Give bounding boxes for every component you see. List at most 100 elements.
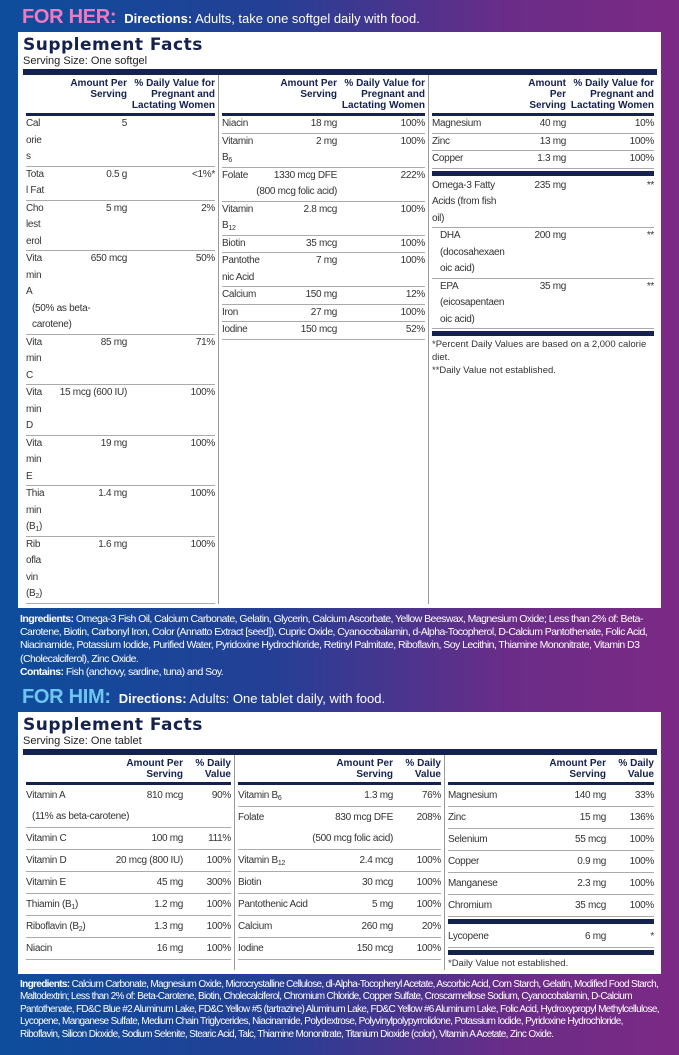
- nutrient-row: Manganese 2.3 mg 100%: [448, 873, 654, 895]
- nutrient-name-text: Folate: [238, 811, 264, 823]
- nutrient-line: Biotin 30 mcg 100%: [238, 872, 441, 893]
- nutrient-name-text: Folate: [222, 169, 248, 181]
- nutrient-name: Calcium: [238, 916, 317, 937]
- header-line: Amount Per: [70, 78, 127, 89]
- header-line: Lactating Women: [341, 100, 425, 111]
- subscript: 2: [35, 593, 39, 600]
- facts-column: Amount Per Serving% Daily Value Vitamin A 81…: [23, 754, 235, 970]
- nutrient-name: DHA (docosahexaenoic acid): [432, 228, 506, 278]
- nutrient-name: Vitamin D: [26, 850, 93, 871]
- daily-value: 100%: [400, 306, 426, 318]
- nutrient-row: Niacin 18 mg 100%: [222, 116, 425, 134]
- nutrient-name: Lycopene: [448, 926, 536, 947]
- nutrient-name-text: Niacin: [26, 942, 52, 954]
- amount-value: 15 mg: [579, 811, 607, 823]
- daily-value: 76%: [421, 789, 441, 801]
- nutrient-name-text: Pantothenic Acid: [222, 255, 260, 283]
- amount-value: 27 mg: [310, 306, 338, 318]
- her-ingredients: Ingredients: Omega-3 Fish Oil, Calcium C…: [18, 608, 663, 686]
- nutrient-line: Calcium 260 mg 20%: [238, 916, 441, 937]
- daily-value: <1%*: [192, 168, 215, 180]
- nutrient-name: Thiamin (B1): [26, 894, 93, 915]
- nutrient-line: Lycopene 6 mg *: [448, 926, 654, 947]
- nutrient-name-text: Magnesium: [448, 789, 497, 801]
- header-line: Amount Per: [336, 757, 393, 769]
- nutrient-row: Vitamin B12 2.8 mcg 100%: [222, 202, 425, 236]
- header-line: % Daily Value for: [134, 78, 215, 89]
- daily-value: 100%: [629, 153, 655, 164]
- nutrient-name-text: Riboflavin (B: [26, 920, 79, 932]
- contains-label: Contains:: [20, 666, 64, 679]
- header-line: Amount Per: [280, 78, 337, 89]
- amount-value: 16 mg: [156, 942, 184, 954]
- amount-value: 140 mg: [574, 789, 606, 801]
- nutrient-name: Niacin: [222, 116, 261, 133]
- daily-value: 100%: [416, 898, 442, 910]
- nutrient-row: Vitamin C 100 mg 111%: [26, 828, 231, 850]
- nutrient-line: Calcium 150 mg 12%: [222, 287, 425, 304]
- daily-value: 222%: [400, 169, 426, 181]
- dv-header: % Daily Value: [610, 758, 654, 780]
- subscript: 1: [35, 526, 39, 533]
- nutrient-name-text: Calcium: [222, 289, 257, 300]
- subscript: 6: [277, 794, 282, 802]
- her-label: FOR HER:: [22, 6, 117, 28]
- nutrient-name: Selenium: [448, 829, 536, 850]
- amount-note: (500 mcg folic acid): [312, 832, 393, 844]
- daily-value: **: [646, 179, 654, 191]
- name-suffix: ): [39, 588, 43, 599]
- nutrient-line: Copper 0.9 mg 100%: [448, 851, 654, 872]
- nutrient-row: Lycopene 6 mg *: [448, 926, 654, 948]
- nutrient-name-text: Iodine: [238, 942, 264, 954]
- header-line: Value: [627, 768, 654, 780]
- header-line: Serving: [569, 768, 606, 780]
- nutrient-line: Folate 1330 mcg DFE 222%: [222, 168, 425, 185]
- him-header: FOR HIM: Directions: Adults: One tablet …: [18, 686, 661, 712]
- daily-value: 100%: [400, 118, 426, 129]
- daily-value: 100%: [400, 203, 426, 215]
- nutrient-line: Omega-3 Fatty Acids (from fish oil) 235 m…: [432, 178, 654, 228]
- nutrient-name-text: Biotin: [222, 237, 246, 249]
- header-line: Serving: [529, 100, 566, 111]
- daily-value: 100%: [206, 920, 232, 932]
- amount-value: 30 mcg: [362, 876, 393, 888]
- nutrient-row: Iodine 150 mcg 52%: [222, 322, 425, 340]
- directions-label: Directions:: [124, 11, 193, 26]
- header-line: Serving: [90, 89, 127, 100]
- amount-value: 650 mcg: [90, 253, 128, 264]
- nutrient-row: Calcium 150 mg 12%: [222, 287, 425, 305]
- daily-value: *: [650, 930, 654, 942]
- daily-value: **: [646, 280, 654, 292]
- subscript: 6: [228, 157, 232, 164]
- nutrient-name-text: Vitamin B: [238, 854, 278, 866]
- column-header: Amount Per Serving% Daily Value: [448, 755, 654, 785]
- amount-header: Amount Per Serving: [265, 78, 337, 111]
- header-line: % Daily Value for: [573, 78, 654, 89]
- facts-column: Amount Per Serving % Daily Value for Pregna…: [23, 75, 219, 604]
- nutrient-row: Total Fat 0.5 g <1%*: [26, 167, 215, 201]
- nutrient-name-text: Pantothenic Acid: [238, 898, 308, 910]
- nutrient-row: Niacin 16 mg 100%: [26, 938, 231, 960]
- facts-column: Amount Per Serving% Daily Value for Pregna…: [219, 75, 429, 604]
- nutrient-line: Vitamin D 15 mcg (600 IU) 100%: [26, 385, 215, 435]
- nutrient-row: Pantothenic Acid 5 mg 100%: [238, 894, 441, 916]
- nutrient-name-text: Omega-3 Fatty Acids (from fish oil): [432, 179, 497, 224]
- nutrient-line: EPA (eicosapentaenoic acid) 35 mg **: [432, 279, 654, 329]
- nutrient-line: Vitamin C 100 mg 111%: [26, 828, 231, 849]
- nutrient-name-text: Vitamin A: [26, 789, 66, 801]
- amount-value: 1.2 mg: [154, 898, 183, 910]
- nutrient-name: Chromium: [448, 895, 536, 916]
- column-header: Amount Per Serving% Daily Value: [26, 755, 231, 785]
- nutrient-row: Omega-3 Fatty Acids (from fish oil) 235 m…: [432, 178, 654, 228]
- dv-header: % Daily Value for Pregnant and Lactating W…: [131, 78, 215, 111]
- amount-value: 830 mcg DFE: [335, 811, 393, 823]
- nutrient-line: Pantothenic Acid 7 mg 100%: [222, 253, 425, 286]
- nutrient-row: DHA (docosahexaenoic acid) 200 mg **: [432, 228, 654, 279]
- nutrient-line: Vitamin E 45 mg 300%: [26, 872, 231, 893]
- him-ingredients: Ingredients: Calcium Carbonate, Magnesiu…: [18, 974, 663, 1048]
- nutrient-line: Total Fat 0.5 g <1%*: [26, 167, 215, 200]
- nutrient-line: Vitamin B6 1.3 mg 76%: [238, 785, 441, 806]
- nutrient-name-text: DHA (docosahexaenoic acid): [440, 230, 505, 274]
- nutrient-name: Omega-3 Fatty Acids (from fish oil): [432, 178, 506, 228]
- nutrient-name-text: Vitamin E: [26, 876, 66, 888]
